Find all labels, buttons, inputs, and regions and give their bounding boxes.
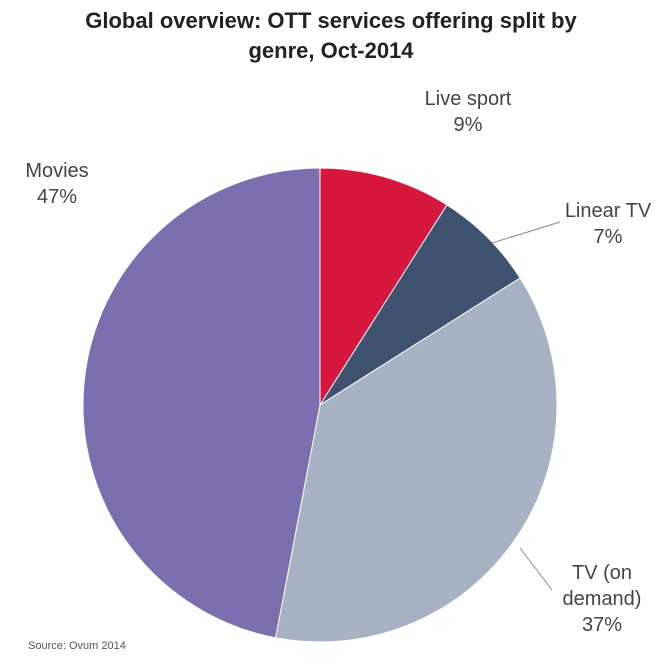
category-name: Linear TV: [564, 200, 652, 222]
source: Source: Ovum 2014: [28, 640, 126, 652]
category-name: Live sport: [424, 88, 512, 110]
value-label: 37%: [581, 614, 623, 636]
leader-line: [491, 221, 561, 244]
slice-label: Movies 47%: [7, 158, 107, 210]
slice: [319, 167, 448, 407]
slice-label: TV (on demand) 37%: [552, 560, 652, 638]
category-name: TV (on demand): [562, 562, 642, 610]
slice: [319, 204, 521, 406]
leader-line: [519, 547, 553, 591]
slices: [82, 167, 558, 643]
slice: [82, 167, 321, 639]
slice-label: Live sport 9%: [418, 86, 518, 138]
value-label: 7%: [593, 226, 623, 248]
value-label: 9%: [453, 114, 483, 136]
slice: [275, 277, 558, 643]
slice-label: Linear TV 7%: [558, 198, 658, 250]
category-name: Movies: [25, 160, 89, 182]
chart-title: Global overview: OTT services offering s…: [85, 8, 577, 63]
value-label: 47%: [36, 186, 78, 208]
